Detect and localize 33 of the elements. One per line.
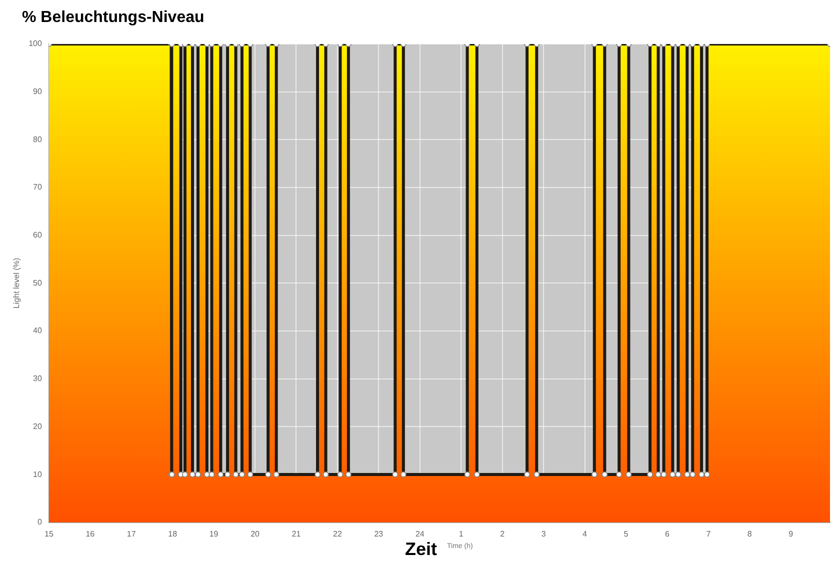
x-tick-label: 2 — [500, 529, 506, 538]
x-tick-label: 17 — [126, 529, 136, 538]
x-tick-label: 20 — [250, 529, 260, 538]
y-tick-label: 50 — [33, 278, 42, 288]
x-tick-label: 24 — [415, 529, 425, 538]
y-tick-label: 90 — [33, 87, 42, 96]
x-axis-title: Zeit — [405, 539, 438, 560]
y-tick-label: 20 — [33, 422, 42, 431]
y-tick-label: 60 — [33, 230, 42, 240]
x-tick-label: 15 — [44, 529, 54, 538]
x-tick-label: 7 — [706, 529, 712, 538]
y-tick-label: 30 — [33, 374, 42, 384]
x-tick-label: 6 — [664, 529, 670, 538]
x-tick-label: 9 — [788, 529, 794, 538]
y-tick-label: 40 — [33, 326, 42, 336]
x-tick-label: 5 — [624, 529, 629, 538]
x-tick-label: 21 — [292, 529, 302, 538]
x-tick-label: 19 — [209, 529, 219, 538]
x-tick-label: 18 — [168, 529, 178, 538]
chart-title: % Beleuchtungs-Niveau — [22, 9, 204, 27]
x-tick-label: 1 — [458, 529, 464, 538]
y-tick-label: 70 — [33, 182, 42, 192]
x-tick-label: 4 — [582, 529, 588, 538]
x-tick-label: 8 — [747, 529, 752, 538]
x-tick-label: 3 — [541, 529, 546, 538]
y-axis-title: Light level (%) — [12, 258, 22, 309]
x-tick-label: 22 — [333, 529, 342, 538]
x-tick-label: 16 — [86, 529, 96, 538]
y-tick-label: 80 — [33, 134, 42, 144]
x-tick-label: 23 — [374, 529, 384, 538]
y-tick-label: 100 — [28, 39, 42, 48]
y-tick-label: 0 — [37, 518, 42, 527]
y-tick-label: 10 — [33, 470, 42, 479]
